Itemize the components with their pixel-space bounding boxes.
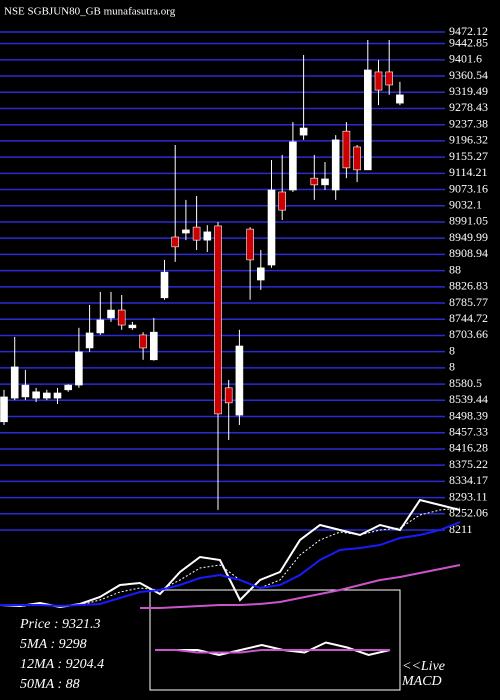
candle-body — [256, 267, 265, 281]
candle-body — [321, 178, 329, 186]
y-tick-label: 9196.32 — [449, 133, 488, 147]
candle-body — [75, 351, 83, 386]
candle-body — [363, 69, 372, 171]
candle-body — [107, 309, 115, 319]
y-tick-label: 8 — [449, 360, 455, 374]
y-tick-label: 9401.6 — [449, 52, 482, 66]
candle-body — [278, 191, 287, 211]
y-tick-label: 8744.72 — [449, 311, 488, 325]
y-tick-label: 9278.43 — [449, 100, 488, 114]
y-tick-label: 8375.22 — [449, 457, 488, 471]
y-tick-label: 8580.5 — [449, 376, 482, 390]
candle-body — [10, 366, 19, 399]
y-tick-label: 8211 — [449, 522, 473, 536]
y-tick-label: 8252.06 — [449, 506, 488, 520]
y-tick-label: 9319.49 — [449, 84, 488, 98]
candle-body — [32, 391, 40, 399]
candle-body — [246, 228, 254, 261]
candle-body — [342, 130, 351, 169]
candle-body — [160, 271, 169, 299]
y-tick-label: 88 — [449, 262, 461, 276]
candle-body — [117, 309, 126, 326]
chart-title: NSE SGBJUN80_GB munafasutra.org — [4, 6, 176, 18]
indicator-line — [0, 521, 461, 608]
candle-body — [139, 334, 147, 349]
legend-entry: 50MA : 88 — [20, 677, 80, 692]
candle-body — [0, 396, 8, 423]
indicator-line — [155, 649, 390, 654]
candle-body — [182, 229, 190, 234]
candle-body — [214, 225, 222, 415]
y-tick-label: 8334.17 — [449, 473, 488, 487]
candle-body — [289, 141, 297, 191]
candle-body — [385, 71, 394, 86]
candle-body — [310, 177, 319, 186]
y-tick-label: 9237.38 — [449, 116, 488, 130]
candle-body — [396, 94, 404, 104]
candle-body — [224, 387, 233, 404]
candle-body — [235, 345, 244, 416]
y-tick-label: 8826.83 — [449, 279, 488, 293]
candle-body — [128, 324, 137, 329]
candle-body — [192, 226, 201, 241]
y-tick-label: 9032.1 — [449, 198, 482, 212]
y-tick-label: 8 — [449, 343, 455, 357]
y-tick-label: 9114.21 — [449, 165, 488, 179]
y-tick-label: 8498.39 — [449, 408, 488, 422]
candle-body — [42, 392, 51, 399]
y-tick-label: 8457.33 — [449, 424, 488, 438]
live-label: <<Live — [402, 659, 445, 674]
indicator-line — [155, 641, 391, 657]
y-tick-label: 8293.11 — [449, 489, 488, 503]
macd-label: MACD — [401, 674, 442, 689]
y-tick-label: 8785.77 — [449, 295, 488, 309]
candle-body — [150, 331, 158, 361]
candle-body — [85, 332, 94, 349]
y-tick-label: 8949.99 — [449, 230, 488, 244]
macd-box — [149, 589, 401, 691]
indicator-line — [140, 564, 461, 609]
y-tick-label: 8703.66 — [449, 327, 488, 341]
candle-body — [96, 319, 105, 334]
candle-body — [64, 384, 72, 391]
legend-entry: Price : 9321.3 — [19, 617, 100, 632]
candle-body — [299, 127, 308, 136]
y-tick-label: 8416.28 — [449, 441, 488, 455]
candle-body — [374, 71, 383, 91]
candle-body — [353, 146, 361, 171]
legend-entry: 12MA : 9204.4 — [20, 657, 104, 672]
y-tick-label: 9155.27 — [449, 149, 488, 163]
y-tick-label: 9360.54 — [449, 68, 488, 82]
candle-body — [171, 236, 179, 248]
candle-body — [53, 392, 62, 399]
y-tick-label: 8991.05 — [449, 214, 488, 228]
candle-body — [21, 384, 30, 398]
candle-body — [267, 189, 276, 266]
y-tick-label: 9472.12 — [449, 24, 488, 38]
y-tick-label: 9073.16 — [449, 181, 488, 195]
y-tick-label: 8539.44 — [449, 392, 488, 406]
candle-body — [331, 139, 340, 191]
y-tick-label: 8908.94 — [449, 246, 488, 260]
candle-body — [203, 231, 212, 241]
y-tick-label: 9442.85 — [449, 35, 488, 49]
legend-entry: 5MA : 9298 — [20, 637, 87, 652]
